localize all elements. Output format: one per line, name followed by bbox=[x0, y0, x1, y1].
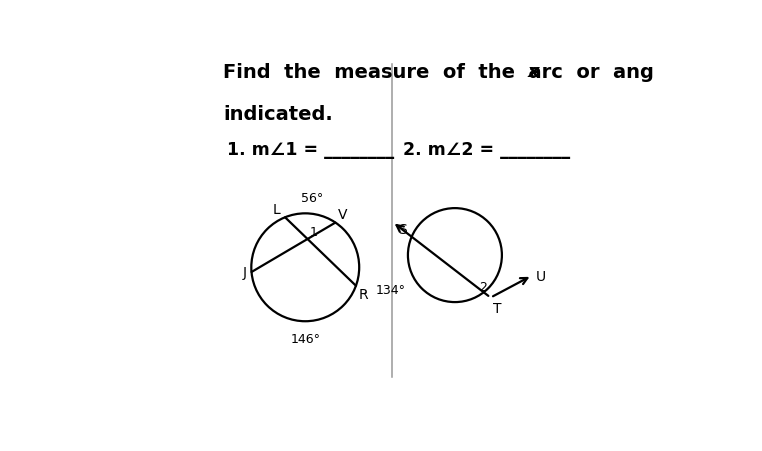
Text: indicated.: indicated. bbox=[223, 105, 333, 124]
Text: 2. m∠2 = ________: 2. m∠2 = ________ bbox=[402, 141, 570, 159]
Text: R: R bbox=[358, 288, 368, 302]
Text: 134°: 134° bbox=[376, 284, 405, 296]
Text: 1: 1 bbox=[310, 225, 318, 238]
Text: 1. m∠1 = ________: 1. m∠1 = ________ bbox=[227, 141, 394, 159]
Text: S: S bbox=[398, 222, 407, 236]
Text: V: V bbox=[338, 208, 347, 222]
Text: U: U bbox=[536, 269, 546, 283]
Text: L: L bbox=[273, 202, 281, 216]
Text: J: J bbox=[243, 265, 247, 279]
Text: T: T bbox=[493, 301, 501, 315]
Text: Find  the  measure  of  the  arc  or  ang: Find the measure of the arc or ang bbox=[223, 63, 655, 82]
Text: 2: 2 bbox=[479, 280, 487, 293]
Text: x: x bbox=[528, 63, 539, 81]
Text: 146°: 146° bbox=[290, 332, 320, 345]
Text: 56°: 56° bbox=[301, 192, 323, 204]
